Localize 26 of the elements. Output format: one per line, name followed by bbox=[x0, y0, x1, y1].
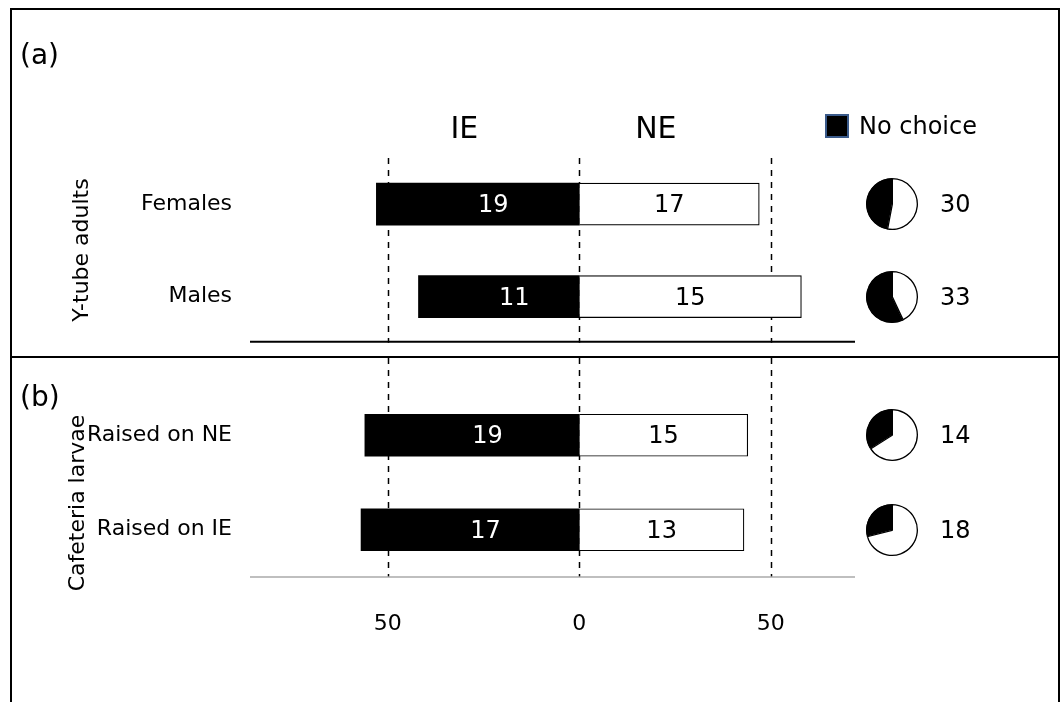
y-tick-label: Males bbox=[168, 282, 232, 308]
x-tick-label: 50 bbox=[373, 609, 402, 635]
annotation: 15 bbox=[675, 282, 706, 311]
text: Cafeteria larvae bbox=[63, 414, 89, 591]
legend-label: No choice bbox=[859, 112, 977, 140]
text: Y-tube adults bbox=[67, 178, 93, 323]
annotation: 17 bbox=[654, 190, 685, 219]
annotation: 19 bbox=[472, 421, 503, 450]
annotation: 17 bbox=[470, 515, 501, 544]
text: 30 bbox=[940, 190, 971, 219]
text: (b) bbox=[20, 380, 60, 413]
series-label: NE bbox=[635, 109, 677, 145]
y-tick-label: Raised on NE bbox=[86, 420, 232, 446]
y-tick-label: Raised on IE bbox=[96, 515, 232, 541]
annotation: 19 bbox=[477, 190, 509, 219]
x-tick-label: 0 bbox=[572, 609, 587, 635]
text: (a) bbox=[20, 38, 60, 71]
text: 33 bbox=[940, 282, 971, 311]
x-tick-label: 50 bbox=[756, 609, 785, 635]
annotation: 11 bbox=[498, 282, 530, 311]
text: 18 bbox=[940, 515, 971, 544]
annotation: 15 bbox=[648, 421, 679, 450]
text: 14 bbox=[940, 421, 971, 450]
y-tick-label: Females bbox=[140, 189, 232, 215]
annotation: 13 bbox=[646, 515, 677, 544]
series-label: IE bbox=[450, 109, 479, 145]
